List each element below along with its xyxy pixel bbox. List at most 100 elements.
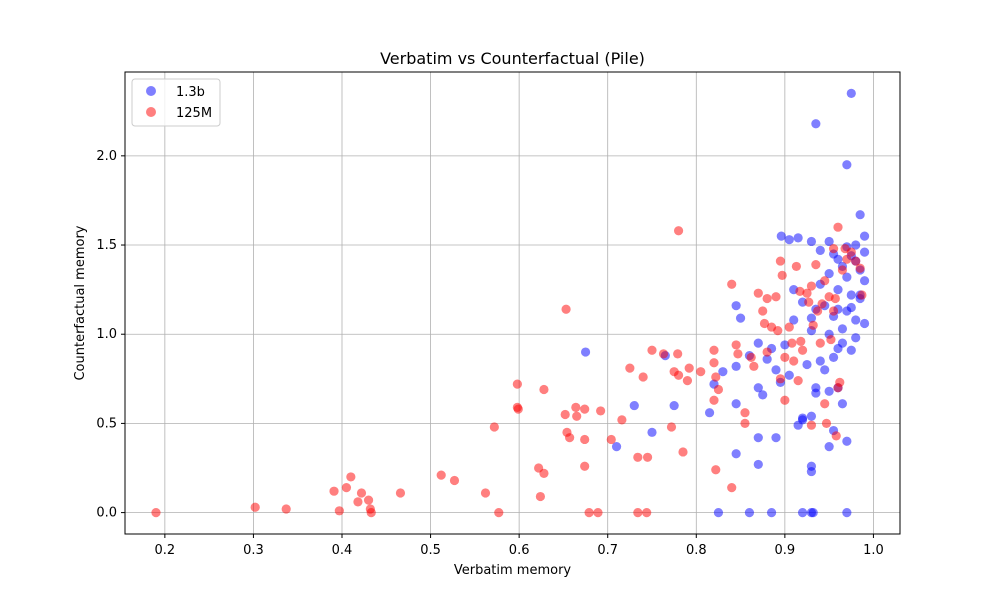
point-125m [560, 409, 570, 420]
point-125m [857, 290, 867, 300]
point-125m [366, 507, 376, 518]
point-125m [846, 247, 856, 257]
point-125m [775, 256, 786, 266]
point-125m [449, 475, 460, 486]
y-axis-label: Counterfactual memory [73, 225, 88, 380]
point-1-3b [629, 400, 639, 411]
point-1-3b [753, 338, 763, 348]
point-1-3b [806, 236, 817, 247]
point-1-3b [833, 285, 843, 295]
point-125m [709, 345, 719, 355]
point-125m [642, 507, 652, 518]
point-125m [572, 411, 582, 421]
ticks: 0.2 0.3 0.4 0.5 0.6 0.7 0.8 0.9 1.0 0.0 0.5 1.0 1.5 2… [96, 149, 883, 558]
y-tick-label: 1.0 [96, 327, 117, 342]
x-tick-label: 0.3 [243, 543, 264, 558]
x-axis-label: Verbatim memory [454, 563, 572, 578]
point-125m [329, 486, 339, 496]
point-125m [780, 352, 790, 363]
point-125m [480, 488, 491, 498]
point-1-3b [846, 290, 856, 300]
chart-title: Verbatim vs Counterfactual (Pile) [380, 49, 645, 68]
point-125m [580, 461, 590, 471]
point-125m [740, 418, 750, 429]
point-1-3b [731, 361, 741, 371]
point-125m [796, 336, 806, 346]
point-125m [334, 506, 344, 516]
point-125m [539, 384, 549, 395]
point-125m [633, 507, 643, 518]
point-1-3b [808, 507, 818, 518]
point-1-3b [859, 247, 870, 257]
x-tick-label: 0.8 [686, 543, 707, 558]
point-1-3b [647, 427, 657, 437]
point-125m [678, 447, 688, 457]
point-1-3b [771, 433, 781, 443]
point-1-3b [713, 507, 724, 518]
x-tick-label: 0.2 [155, 543, 176, 558]
point-1-3b [797, 507, 808, 518]
point-125m [806, 281, 817, 291]
point-125m [817, 299, 827, 309]
point-125m [673, 349, 683, 359]
point-1-3b [704, 408, 715, 418]
point-125m [749, 361, 759, 371]
point-1-3b [842, 306, 852, 316]
point-125m [580, 434, 590, 445]
x-tick-label: 1.0 [863, 543, 884, 558]
point-1-3b [735, 313, 746, 323]
point-125m [813, 306, 823, 316]
point-125m [727, 279, 737, 289]
point-125m [804, 297, 814, 307]
point-1-3b [802, 359, 812, 370]
point-125m [797, 345, 808, 355]
point-1-3b [762, 354, 772, 364]
point-1-3b [753, 383, 763, 393]
point-1-3b [780, 340, 790, 350]
point-125m [793, 375, 803, 386]
point-1-3b [851, 315, 861, 325]
point-1-3b [580, 347, 591, 357]
point-125m [584, 507, 594, 518]
point-125m [740, 408, 750, 418]
point-1-3b [611, 441, 622, 452]
point-1-3b [811, 119, 821, 129]
point-1-3b [851, 240, 861, 250]
point-1-3b [859, 276, 870, 286]
point-125m [842, 254, 852, 264]
y-tick-label: 2.0 [96, 149, 117, 164]
point-125m [759, 318, 770, 329]
y-tick-label: 0.0 [96, 506, 117, 521]
point-1-3b [833, 254, 843, 264]
point-1-3b [833, 343, 843, 354]
point-1-3b [806, 411, 817, 421]
point-1-3b [806, 466, 817, 477]
point-1-3b [842, 272, 852, 282]
point-125m [356, 488, 367, 498]
point-125m [727, 483, 737, 493]
point-125m [855, 263, 865, 273]
point-1-3b [731, 399, 741, 409]
point-125m [341, 483, 352, 493]
point-125m [753, 288, 763, 298]
point-1-3b [669, 400, 679, 411]
point-1-3b [811, 383, 821, 393]
point-125m [353, 497, 363, 507]
point-125m [625, 363, 635, 373]
point-1-3b [753, 433, 763, 443]
point-125m [684, 363, 694, 373]
point-125m [791, 261, 801, 272]
point-125m [828, 243, 839, 254]
point-125m [831, 431, 841, 441]
point-125m [513, 404, 523, 414]
point-125m [151, 507, 161, 518]
point-1-3b [793, 233, 803, 243]
point-125m [673, 370, 684, 380]
y-tick-label: 0.5 [96, 416, 117, 431]
point-125m [762, 293, 772, 304]
legend: 1.3b 125M [131, 78, 221, 127]
point-125m [731, 340, 741, 350]
point-1-3b [771, 365, 781, 375]
point-1-3b [758, 390, 768, 400]
